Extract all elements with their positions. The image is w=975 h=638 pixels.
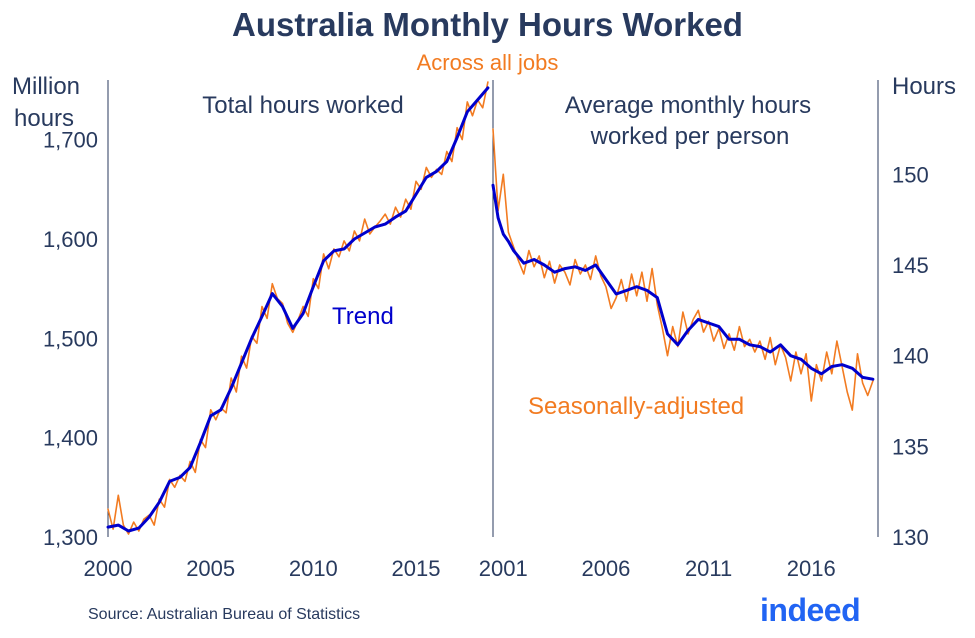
y-tick-label: 1,600 (43, 227, 98, 252)
x-tick-label: 2015 (392, 556, 441, 581)
left-axis-title-line2: hours (14, 105, 74, 132)
x-tick-label: 2006 (581, 556, 630, 581)
y-tick-label: 1,300 (43, 525, 98, 550)
x-tick-label: 2000 (84, 556, 133, 581)
seasonally-adjusted-label: Seasonally-adjusted (528, 393, 744, 420)
y-tick-label: 1,700 (43, 128, 98, 153)
right-panel-series (491, 128, 875, 411)
right-y-ticks: 130 135 140 145 150 (892, 162, 929, 550)
trend-line-avg-hours (491, 183, 875, 381)
x-tick-label: 2001 (479, 556, 528, 581)
x-ticks: 2000 2005 2010 2015 2001 2006 2011 2016 (84, 556, 836, 581)
y-tick-label: 150 (892, 162, 929, 187)
left-axis-title-line1: Million (12, 73, 80, 100)
seasonally-adjusted-line-avg-hours (492, 128, 874, 411)
chart-title: Australia Monthly Hours Worked (232, 6, 743, 43)
left-panel-series (106, 81, 490, 535)
trend-line-total-hours (106, 86, 490, 533)
source-note: Source: Australian Bureau of Statistics (88, 606, 361, 623)
right-panel-title-line1: Average monthly hours (565, 92, 811, 119)
chart-subtitle: Across all jobs (416, 50, 559, 75)
y-tick-label: 145 (892, 253, 929, 278)
seasonally-adjusted-line-total-hours (107, 81, 489, 535)
x-tick-label: 2011 (685, 556, 732, 581)
trend-label: Trend (332, 303, 394, 330)
y-tick-label: 1,400 (43, 426, 98, 451)
left-panel-title: Total hours worked (202, 92, 403, 119)
left-y-ticks: 1,300 1,400 1,500 1,600 1,700 (43, 128, 98, 550)
right-axis-title: Hours (892, 73, 956, 100)
x-tick-label: 2010 (289, 556, 338, 581)
y-tick-label: 140 (892, 344, 929, 369)
indeed-logo: indeed (760, 592, 861, 628)
right-panel-title-line2: worked per person (590, 123, 790, 150)
x-tick-label: 2016 (787, 556, 836, 581)
y-tick-label: 135 (892, 434, 929, 459)
y-tick-label: 130 (892, 525, 929, 550)
y-tick-label: 1,500 (43, 326, 98, 351)
x-tick-label: 2005 (186, 556, 235, 581)
